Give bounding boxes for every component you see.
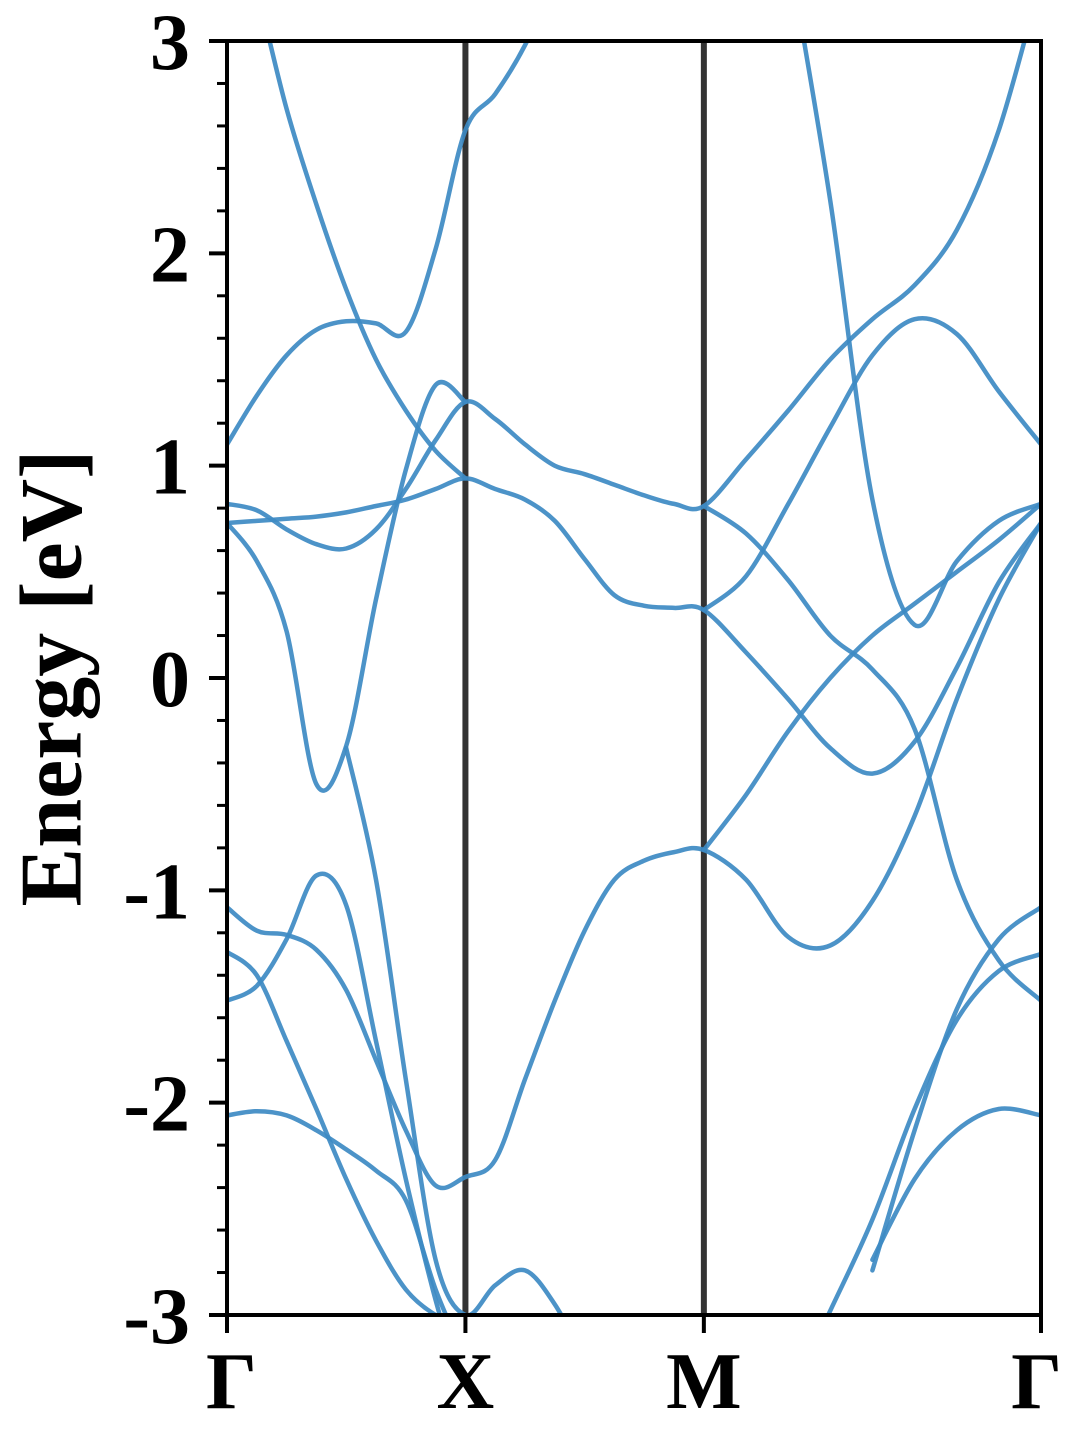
band-line [701, 503, 1041, 1003]
band-line [227, 949, 441, 1315]
y-tick-label: 0 [150, 636, 190, 724]
band-line [227, 380, 468, 793]
band-line [701, 316, 1041, 613]
band-line [701, 501, 1041, 853]
y-tick-label: 1 [150, 424, 190, 512]
y-tick-label: 2 [150, 211, 190, 299]
x-tick-label: Γ [1011, 1338, 1062, 1426]
y-tick-label: 3 [150, 0, 190, 87]
band-line [870, 905, 1041, 1273]
band-line [227, 520, 1041, 1191]
bands [227, 41, 1041, 1315]
band-line [267, 41, 468, 481]
band-line [801, 41, 1041, 629]
x-tick-label: X [437, 1338, 495, 1426]
y-axis-label: Energy [eV] [4, 450, 101, 907]
y-tick-label: -1 [123, 848, 190, 936]
band-line [227, 871, 443, 1315]
y-tick-label: -2 [123, 1061, 190, 1149]
band-line [227, 1108, 449, 1315]
y-tick-label: -3 [123, 1273, 190, 1361]
x-tick-label: M [666, 1338, 742, 1426]
band-line [227, 476, 1041, 776]
plot-frame [225, 39, 1043, 1317]
band-line [227, 41, 530, 447]
x-tick-label: Γ [206, 1338, 257, 1426]
band-line [227, 41, 1027, 552]
band-line [343, 745, 564, 1315]
band-line [870, 1106, 1041, 1263]
band-line [825, 951, 1041, 1315]
